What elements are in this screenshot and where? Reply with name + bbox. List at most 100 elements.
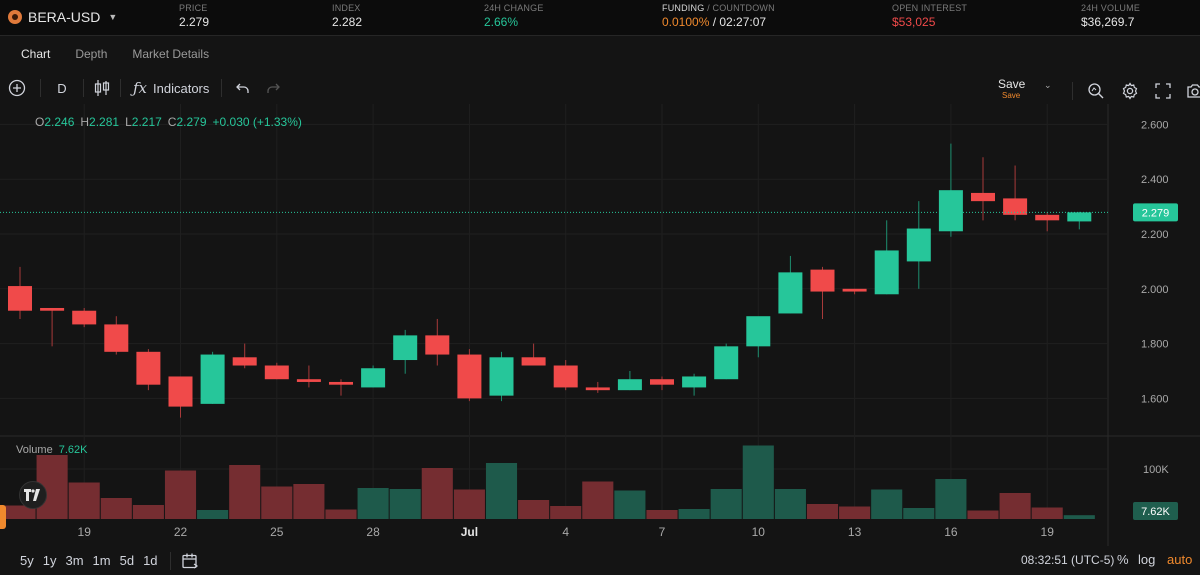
candle-body xyxy=(361,368,386,388)
camera-icon xyxy=(1187,84,1200,98)
auto-scale-toggle[interactable]: auto xyxy=(1167,552,1193,567)
candle-body xyxy=(778,272,803,314)
volume-bar xyxy=(582,481,614,519)
candle-body xyxy=(1067,212,1092,222)
tab-chart[interactable]: Chart xyxy=(21,47,51,61)
redo-icon xyxy=(267,83,281,93)
x-tick-label: 16 xyxy=(944,525,958,539)
countdown-label: / COUNTDOWN xyxy=(704,3,775,13)
volume-value: $36,269.7 xyxy=(1081,15,1135,29)
last-price-label: 2.279 xyxy=(1142,207,1170,219)
candle-body xyxy=(489,357,514,396)
toolbar-divider xyxy=(221,79,223,97)
tradingview-logo[interactable] xyxy=(19,481,47,509)
volume-bar xyxy=(742,445,774,519)
x-tick-label: 13 xyxy=(848,525,862,539)
volume-tick-label: 100K xyxy=(1143,464,1169,476)
candle-body xyxy=(393,335,418,361)
candle-body xyxy=(874,250,899,295)
volume-bar xyxy=(485,463,518,519)
candle-body xyxy=(682,376,707,388)
undo-button[interactable] xyxy=(228,72,258,104)
symbol-selector[interactable]: BERA-USD ▼ xyxy=(8,6,117,28)
x-tick-label: 7 xyxy=(659,525,666,539)
index-stat: INDEX 2.282 xyxy=(332,3,362,29)
drawing-panel-handle[interactable] xyxy=(0,505,6,529)
symbol-name: BERA-USD xyxy=(28,9,101,25)
save-label: Save xyxy=(998,77,1026,91)
log-scale-toggle[interactable]: log xyxy=(1138,552,1156,567)
tab-market-details[interactable]: Market Details xyxy=(132,47,210,61)
price-stat: PRICE 2.279 xyxy=(179,3,209,29)
high-key: H xyxy=(80,115,90,129)
toolbar-divider xyxy=(83,79,84,97)
toolbar-divider xyxy=(120,79,121,97)
volume-bar xyxy=(614,490,646,519)
right-toolbar xyxy=(1066,75,1200,107)
ohlc-legend: O2.246 H2.281 L2.217 C2.279 +0.030 (+1.3… xyxy=(35,115,302,129)
candle-body xyxy=(521,357,546,366)
candle-body xyxy=(585,387,610,391)
go-to-date-button[interactable] xyxy=(181,552,199,570)
change-value: 2.66% xyxy=(484,15,519,29)
price-chart[interactable]: 19 22 25 28 Jul 4 7 10 13 16 19 1.600 1.800 2.000 2.20… xyxy=(0,104,1200,546)
chart-type-button[interactable] xyxy=(90,72,114,104)
range-1y[interactable]: 1y xyxy=(42,553,57,568)
candle-body xyxy=(842,288,867,292)
funding-stat: FUNDING / COUNTDOWN 0.0100% / 02:27:07 xyxy=(662,3,775,29)
range-3m[interactable]: 3m xyxy=(65,553,84,568)
fullscreen-icon xyxy=(1155,83,1171,99)
range-5d[interactable]: 5d xyxy=(119,553,135,568)
range-5y[interactable]: 5y xyxy=(20,553,34,568)
compare-symbol-button[interactable] xyxy=(0,72,34,104)
volume-bar xyxy=(999,493,1031,519)
volume-bar xyxy=(325,509,357,519)
settings-button[interactable] xyxy=(1113,75,1147,107)
candle-body xyxy=(296,379,321,382)
snapshot-button[interactable] xyxy=(1179,75,1200,107)
redo-button[interactable] xyxy=(258,72,288,104)
volume-bar xyxy=(518,500,550,519)
view-tabs: Chart Depth Market Details xyxy=(0,37,1200,71)
y-tick-label: 1.600 xyxy=(1141,393,1169,405)
y-tick-label: 2.400 xyxy=(1141,174,1169,186)
save-sublabel: Save xyxy=(1002,91,1021,100)
clock-timezone[interactable]: 08:32:51 (UTC-5) xyxy=(1021,553,1115,567)
indicators-button[interactable]: ƒx Indicators xyxy=(127,72,215,104)
change-stat: 24H CHANGE 2.66% xyxy=(484,3,544,29)
volume-bar xyxy=(967,510,999,519)
index-label: INDEX xyxy=(332,3,361,13)
plus-circle-icon xyxy=(8,79,26,97)
fullscreen-button[interactable] xyxy=(1147,75,1179,107)
index-value: 2.282 xyxy=(332,15,363,29)
indicators-label: Indicators xyxy=(153,80,210,96)
y-tick-label: 1.800 xyxy=(1141,339,1169,351)
volume-bar xyxy=(1063,515,1095,519)
volume-bar xyxy=(1031,507,1063,519)
calendar-icon xyxy=(181,553,198,568)
last-volume-badge xyxy=(1133,502,1178,520)
save-button[interactable]: Save Save ⌄ xyxy=(990,74,1056,102)
volume-bar xyxy=(710,489,742,519)
candles-icon xyxy=(94,80,110,96)
volume-bar xyxy=(229,465,261,519)
percent-scale-toggle[interactable]: % xyxy=(1117,552,1129,567)
volume-bar xyxy=(293,484,325,519)
quick-search-button[interactable] xyxy=(1079,75,1113,107)
tab-depth[interactable]: Depth xyxy=(75,47,108,61)
chevron-down-icon: ▼ xyxy=(108,12,118,22)
interval-button[interactable]: D xyxy=(57,80,67,96)
chart-axes: 19 22 25 28 Jul 4 7 10 13 16 19 1.600 1.800 2.000 2.20… xyxy=(0,119,1178,539)
volume-bar xyxy=(453,489,485,519)
x-tick-label: 25 xyxy=(270,525,284,539)
candle-body xyxy=(425,335,450,355)
candle-body xyxy=(553,365,578,388)
volume-legend: Volume 7.62K xyxy=(16,444,87,456)
candle-body xyxy=(168,376,193,407)
range-1m[interactable]: 1m xyxy=(92,553,111,568)
close-key: C xyxy=(167,115,177,129)
candle-body xyxy=(8,286,32,311)
range-1d[interactable]: 1d xyxy=(143,553,158,568)
volume-stat: 24H VOLUME $36,269.7 xyxy=(1081,3,1140,29)
volume-bars xyxy=(4,445,1095,519)
